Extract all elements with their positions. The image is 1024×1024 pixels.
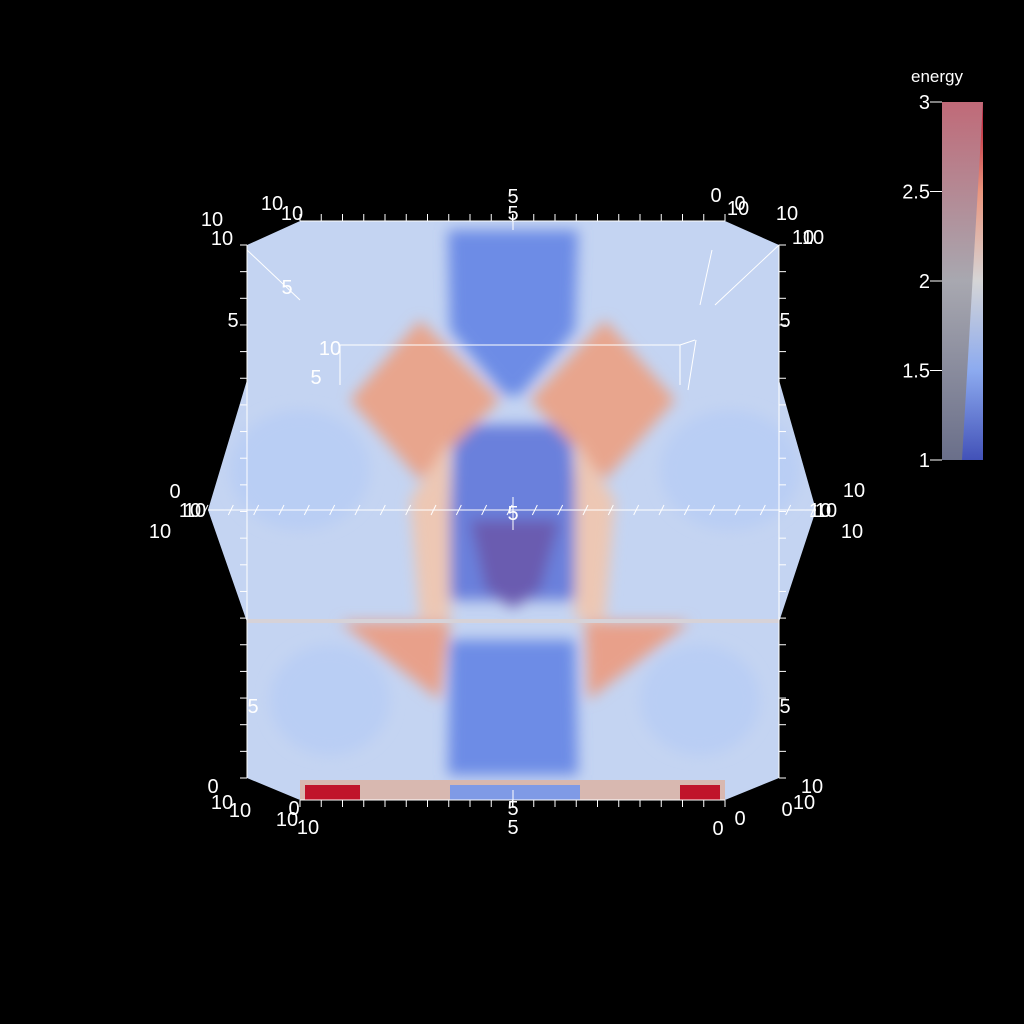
colorbar-opacity-ramp [962, 102, 983, 460]
axis-tick-mark [633, 504, 640, 516]
axis-tick-mark [506, 504, 513, 516]
axis-tick-label: 5 [507, 503, 518, 525]
axis-tick-label: 5 [227, 310, 238, 332]
axis-tick-label: 10 [229, 800, 251, 822]
axis-tick-mark [329, 504, 336, 516]
axis-tick-mark [734, 504, 741, 516]
colorbar-tick-label: 1 [919, 450, 930, 472]
axis-tick-label: 5 [507, 186, 518, 208]
axis-tick-label: 0 [710, 185, 721, 207]
axis-tick-mark [582, 504, 589, 516]
axis-tick-label: 10 [319, 338, 341, 360]
axis-tick-label: 10 [201, 209, 223, 231]
axis-tick-label: 5 [247, 696, 258, 718]
axis-tick-label: 5 [507, 203, 518, 225]
colorbar-tick-label: 2.5 [902, 182, 930, 204]
axis-tick-label: 5 [281, 277, 292, 299]
axis-tick-label: 10 [802, 227, 824, 249]
axis-tick-label: 10 [211, 228, 233, 250]
axis-tick-mark [785, 504, 792, 516]
axis-tick-mark [379, 504, 386, 516]
axis-tick-label: 10 [841, 521, 863, 543]
axis-tick-label: 10 [815, 500, 837, 522]
axis-tick-mark [683, 504, 690, 516]
colorbar: energy 1 1.5 2 2.5 3 [902, 67, 983, 472]
axis-tick-mark [278, 504, 285, 516]
axis-tick-label: 0 [781, 799, 792, 821]
colorbar-tick-label: 3 [919, 92, 930, 114]
axis-tick-label: 10 [149, 521, 171, 543]
axis-tick-mark [557, 504, 564, 516]
axis-ticks [202, 214, 817, 807]
axis-tick-mark [405, 504, 412, 516]
axis-tick-label: 10 [727, 198, 749, 220]
axis-tick-mark [709, 504, 716, 516]
axis-tick-label: 10 [776, 203, 798, 225]
inner-box [339, 339, 696, 385]
axis-tick-label: 5 [310, 367, 321, 389]
axis-tick-label: 5 [507, 817, 518, 839]
axis-tick-mark [202, 504, 209, 516]
axis-tick-mark [607, 504, 614, 516]
axis-tick-label: 0 [712, 818, 723, 840]
axis-tick-label: 10 [809, 500, 831, 522]
axis-tick-label: 5 [507, 798, 518, 820]
axis-tick-label: 0 [169, 481, 180, 503]
axis-tick-label: 10 [792, 227, 814, 249]
axis-tick-mark [759, 504, 766, 516]
axis-tick-label: 10 [179, 500, 201, 522]
axis-tick-label: 10 [297, 817, 319, 839]
axis-tick-label: 10 [793, 792, 815, 814]
axis-tick-label: 10 [184, 500, 206, 522]
axis-tick-mark [658, 504, 665, 516]
axis-tick-label: 10 [211, 792, 233, 814]
axis-tick-label: 10 [276, 809, 298, 831]
axis-tick-mark [430, 504, 437, 516]
colorbar-ticks: 1 1.5 2 2.5 3 [902, 92, 942, 472]
colorbar-tick-label: 2 [919, 271, 930, 293]
axis-tick-mark [303, 504, 310, 516]
colorbar-title: energy [911, 67, 963, 86]
axis-tick-mark [810, 504, 817, 516]
axis-tick-label: 10 [281, 203, 303, 225]
axis-tick-mark [481, 504, 488, 516]
axis-tick-label: 0 [734, 193, 745, 215]
axis-tick-mark [455, 504, 462, 516]
axis-tick-label: 0 [207, 776, 218, 798]
axis-tick-mark [354, 504, 361, 516]
axis-tick-mark [253, 504, 260, 516]
axis-tick-label: 0 [288, 798, 299, 820]
axis-tick-label: 10 [261, 193, 283, 215]
axis-tick-label: 0 [734, 808, 745, 830]
axis-tick-mark [227, 504, 234, 516]
axis-tick-label: 10 [843, 480, 865, 502]
axis-tick-label: 10 [801, 776, 823, 798]
axis-tick-label: 5 [779, 696, 790, 718]
axis-tick-label: 5 [779, 310, 790, 332]
axis-tick-mark [531, 504, 538, 516]
colorbar-tick-label: 1.5 [902, 361, 930, 383]
